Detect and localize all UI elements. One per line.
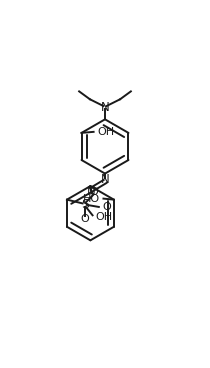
Text: O: O <box>102 202 111 212</box>
Text: OH: OH <box>98 127 115 137</box>
Text: N: N <box>101 101 109 114</box>
Text: O: O <box>80 215 89 224</box>
Text: HO: HO <box>83 194 100 204</box>
Text: O: O <box>90 187 98 197</box>
Text: S: S <box>81 198 89 211</box>
Text: N: N <box>87 185 96 198</box>
Text: OH: OH <box>96 212 113 222</box>
Text: N: N <box>101 173 109 186</box>
